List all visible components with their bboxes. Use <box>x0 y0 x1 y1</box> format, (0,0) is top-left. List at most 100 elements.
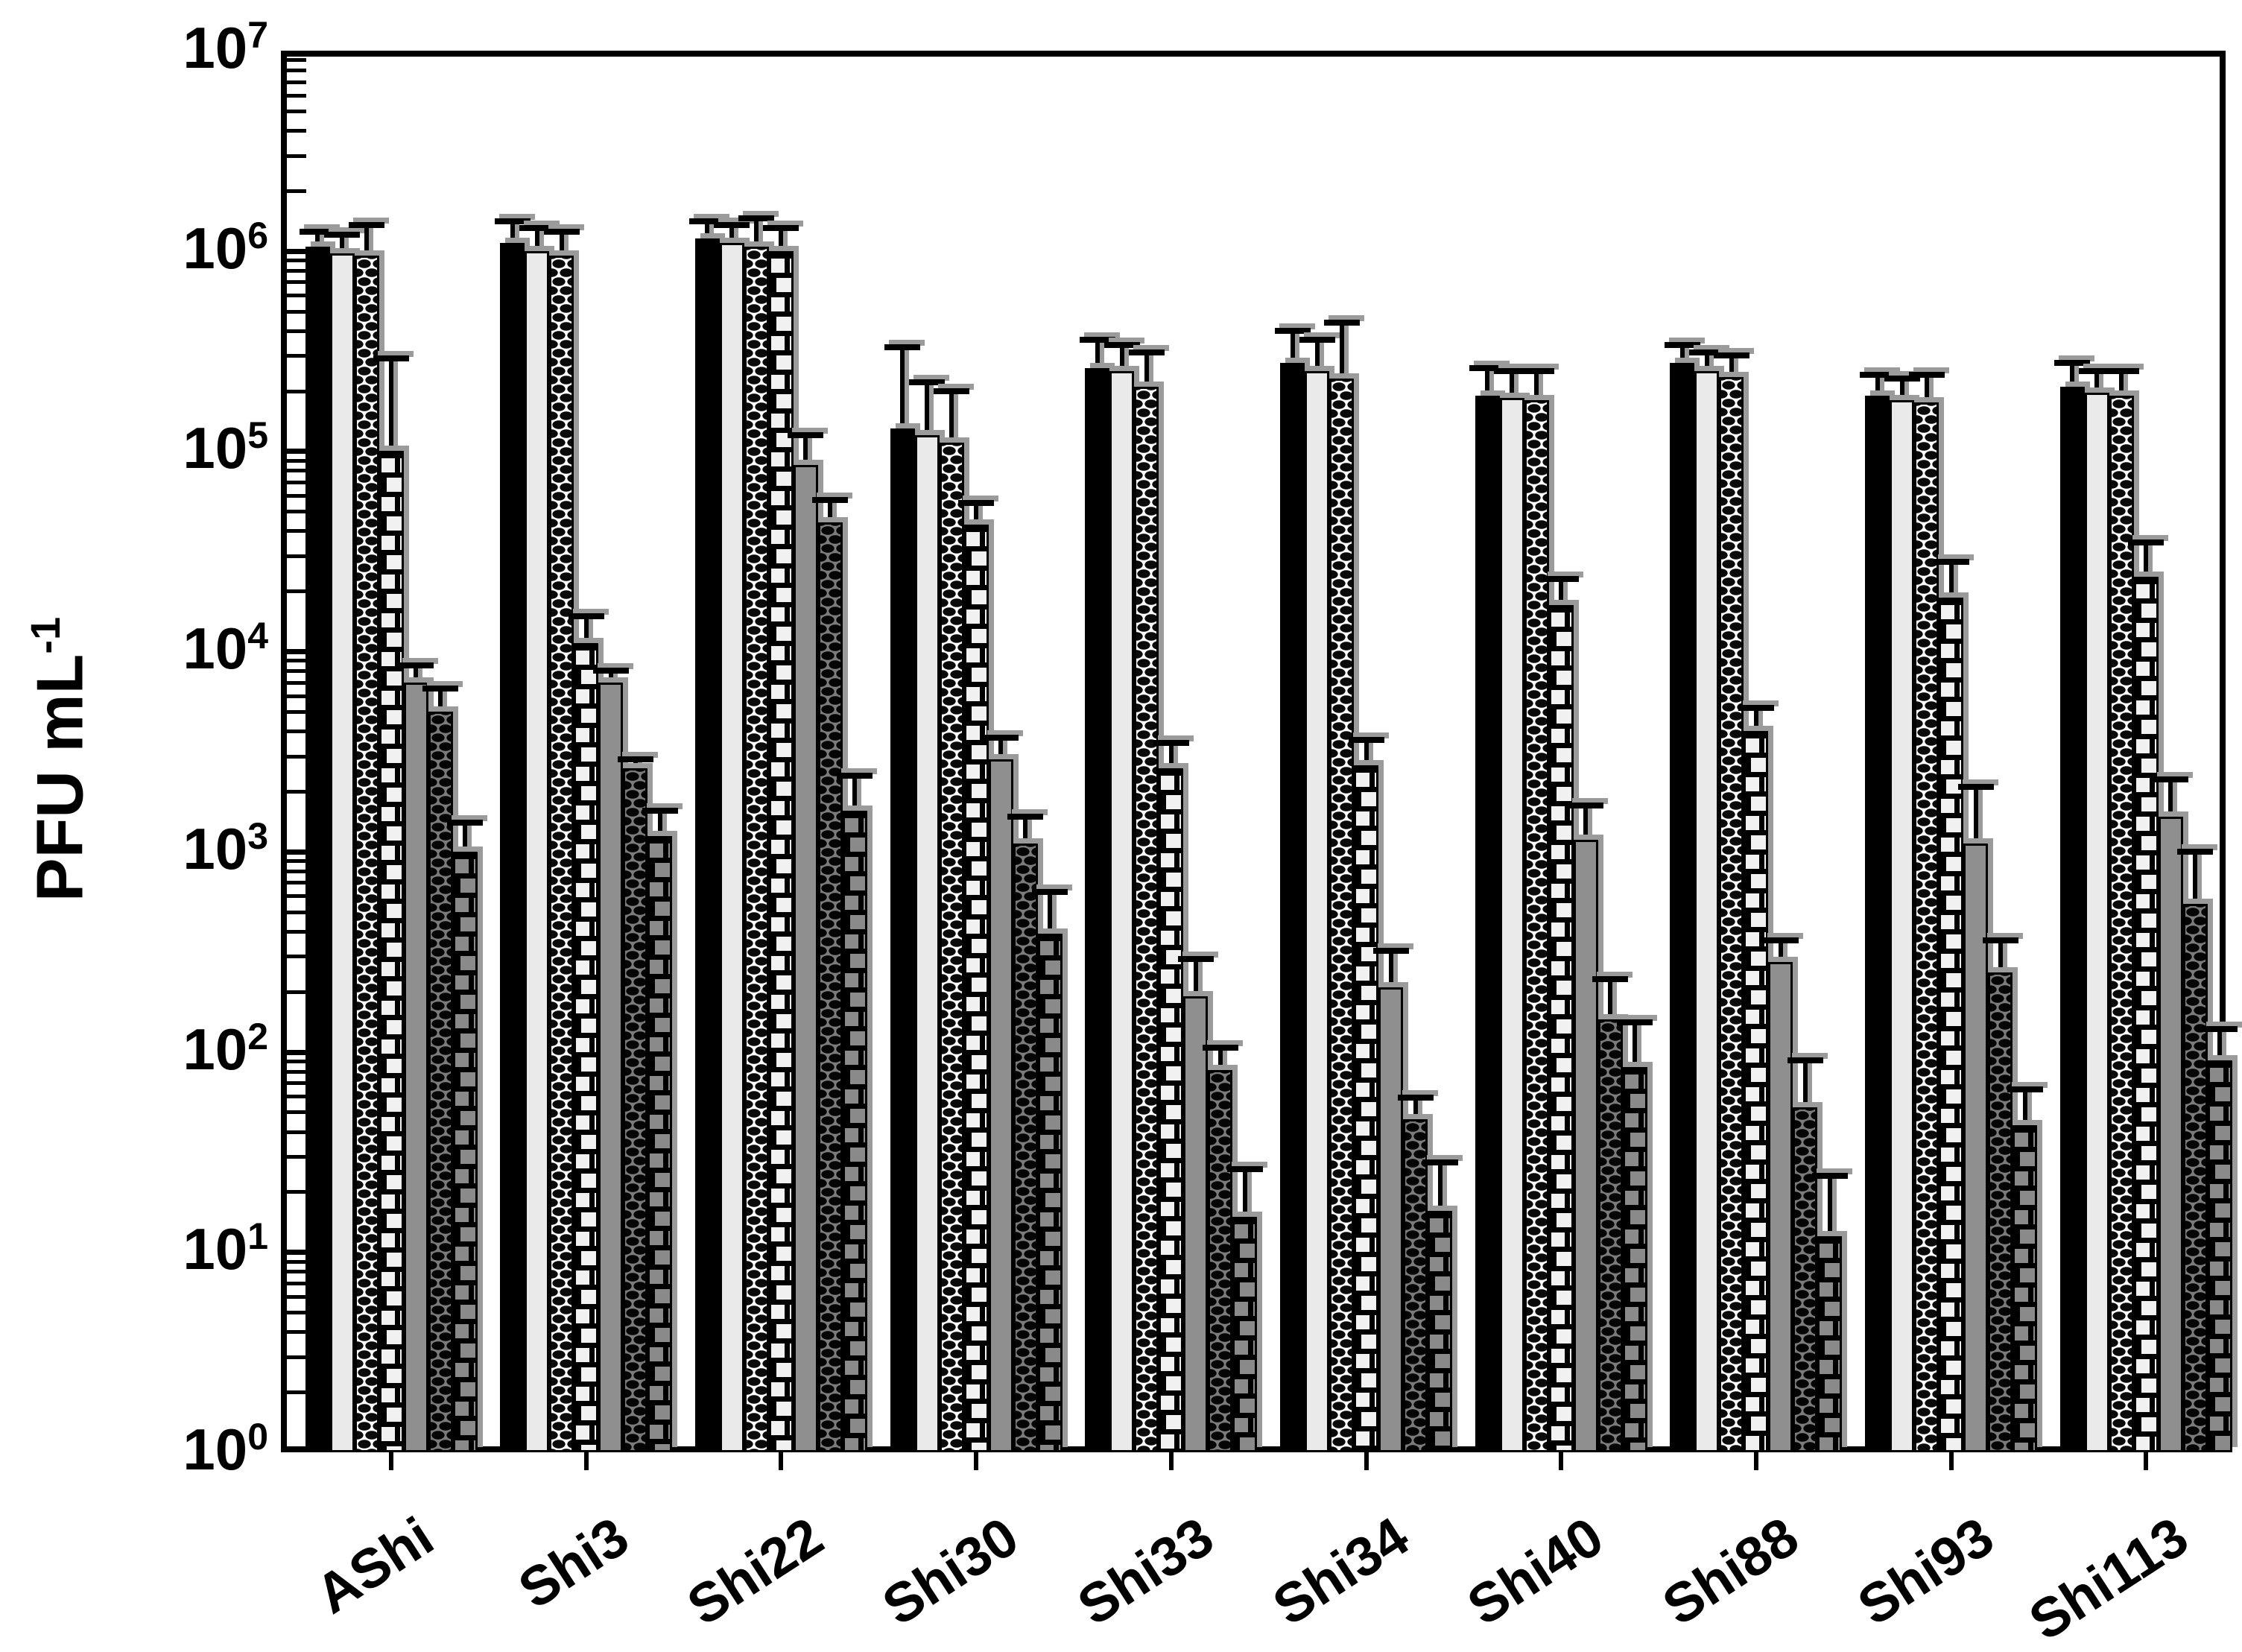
bar-Shi33-series-4 <box>1159 768 1184 1452</box>
x-category-label-Shi40: Shi40 <box>1457 1504 1614 1637</box>
bar-AShi-series-1 <box>305 247 330 1452</box>
error-bar-stem <box>852 775 858 811</box>
bar-Shi40-series-4 <box>1548 605 1574 1452</box>
error-bar-stem <box>340 235 344 254</box>
bar-Shi113-series-5 <box>2158 816 2183 1452</box>
y-minor-tick <box>287 510 306 514</box>
bar-Shi3-series-7 <box>647 835 673 1452</box>
error-bar-cap <box>788 432 824 439</box>
y-minor-tick <box>287 93 306 98</box>
x-category-label-Shi3: Shi3 <box>507 1504 639 1621</box>
x-category-label-Shi93: Shi93 <box>1846 1504 2004 1637</box>
error-bar-cap <box>1202 1044 1238 1051</box>
x-tick-Shi30 <box>974 1452 979 1470</box>
error-bar-cap <box>689 218 726 225</box>
error-bar-cap <box>1957 784 1994 791</box>
bar-Shi30-series-4 <box>963 524 989 1452</box>
bar-Shi93-series-3 <box>1914 402 1939 1452</box>
y-minor-tick <box>287 1281 306 1285</box>
error-bar-cap <box>1884 376 1920 382</box>
y-major-tick <box>287 1250 320 1256</box>
y-minor-tick <box>287 929 306 934</box>
error-bar-stem <box>1633 1022 1638 1067</box>
bar-Shi30-series-5 <box>988 759 1013 1452</box>
y-tick-label-1e7: 107 <box>183 14 268 80</box>
bar-Shi3-series-4 <box>574 643 599 1452</box>
bar-Shi113-series-3 <box>2109 395 2134 1452</box>
y-minor-tick <box>287 354 306 358</box>
error-bar-cap <box>1908 372 1945 379</box>
error-bar-stem <box>1729 355 1734 377</box>
error-bar-stem <box>414 665 418 683</box>
bar-Shi22-series-2 <box>719 242 744 1452</box>
error-bar-stem <box>1437 1162 1443 1212</box>
bar-Shi93-series-6 <box>1988 972 2013 1452</box>
error-bar-stem <box>1924 375 1929 403</box>
bar-Shi93-series-1 <box>1865 395 1890 1452</box>
error-bar-cap <box>1543 575 1580 582</box>
error-bar-cap <box>837 772 873 779</box>
error-bar-stem <box>1559 578 1564 606</box>
error-bar-stem <box>438 689 443 712</box>
y-minor-tick <box>287 754 306 759</box>
bar-AShi-series-3 <box>354 255 379 1452</box>
bar-Shi30-series-6 <box>1013 843 1038 1452</box>
bar-Shi34-series-4 <box>1354 765 1378 1452</box>
error-bar-stem <box>633 759 638 769</box>
error-bar-cap <box>983 735 1019 741</box>
error-bar-cap <box>1128 349 1165 356</box>
error-bar-stem <box>729 224 735 243</box>
bar-Shi113-series-4 <box>2133 577 2159 1452</box>
bar-AShi-series-6 <box>428 712 453 1452</box>
error-bar-cap <box>349 221 384 228</box>
x-category-label-Shi22: Shi22 <box>677 1504 835 1637</box>
y-minor-tick <box>287 554 306 558</box>
bar-Shi3-series-2 <box>525 250 550 1452</box>
y-minor-tick <box>287 294 306 298</box>
error-bar-cap <box>422 686 458 692</box>
y-minor-tick <box>287 1259 306 1264</box>
error-bar-stem <box>803 435 808 466</box>
error-bar-cap <box>1274 327 1311 334</box>
error-bar-cap <box>1519 368 1555 375</box>
y-minor-tick <box>287 469 306 473</box>
bar-Shi88-series-6 <box>1793 1107 1818 1452</box>
error-bar-stem <box>1608 979 1613 1020</box>
y-minor-tick <box>287 710 306 715</box>
y-axis-title-exponent: -1 <box>22 616 69 654</box>
bar-Shi3-series-1 <box>500 242 525 1452</box>
y-major-tick <box>287 248 320 254</box>
bar-Shi88-series-2 <box>1694 371 1720 1452</box>
error-bar-stem <box>779 228 784 251</box>
bar-Shi34-series-5 <box>1378 987 1403 1452</box>
x-tick-Shi93 <box>1948 1452 1954 1470</box>
error-bar-cap <box>2054 360 2091 367</box>
error-bar-stem <box>1998 940 2003 972</box>
bar-Shi93-series-5 <box>1963 843 1989 1452</box>
y-minor-tick <box>287 154 306 158</box>
error-bar-cap <box>1688 349 1725 356</box>
bar-Shi40-series-3 <box>1524 399 1549 1452</box>
y-minor-tick <box>287 1294 306 1299</box>
error-bar-stem <box>1364 740 1369 765</box>
error-bar-stem <box>1290 330 1295 364</box>
error-bar-stem <box>2070 363 2075 387</box>
bar-Shi40-series-2 <box>1499 397 1524 1452</box>
error-bar-stem <box>705 221 710 239</box>
error-bar-stem <box>974 503 979 525</box>
error-bar-stem <box>1119 344 1124 372</box>
error-bar-stem <box>510 221 515 243</box>
y-minor-tick <box>287 58 306 63</box>
y-tick-label-1e0: 100 <box>183 1416 268 1482</box>
error-bar-cap <box>543 228 580 235</box>
x-tick-AShi <box>389 1452 393 1470</box>
x-tick-Shi40 <box>1559 1452 1564 1470</box>
error-bar-cap <box>1494 368 1530 375</box>
y-tick-label-1e4: 104 <box>183 615 268 682</box>
error-bar-stem <box>1413 1098 1418 1120</box>
error-bar-stem <box>1679 344 1685 364</box>
y-minor-tick <box>287 789 306 794</box>
error-bar-stem <box>2094 371 2100 393</box>
error-bar-stem <box>1388 950 1393 987</box>
bar-Shi40-series-5 <box>1573 839 1598 1452</box>
